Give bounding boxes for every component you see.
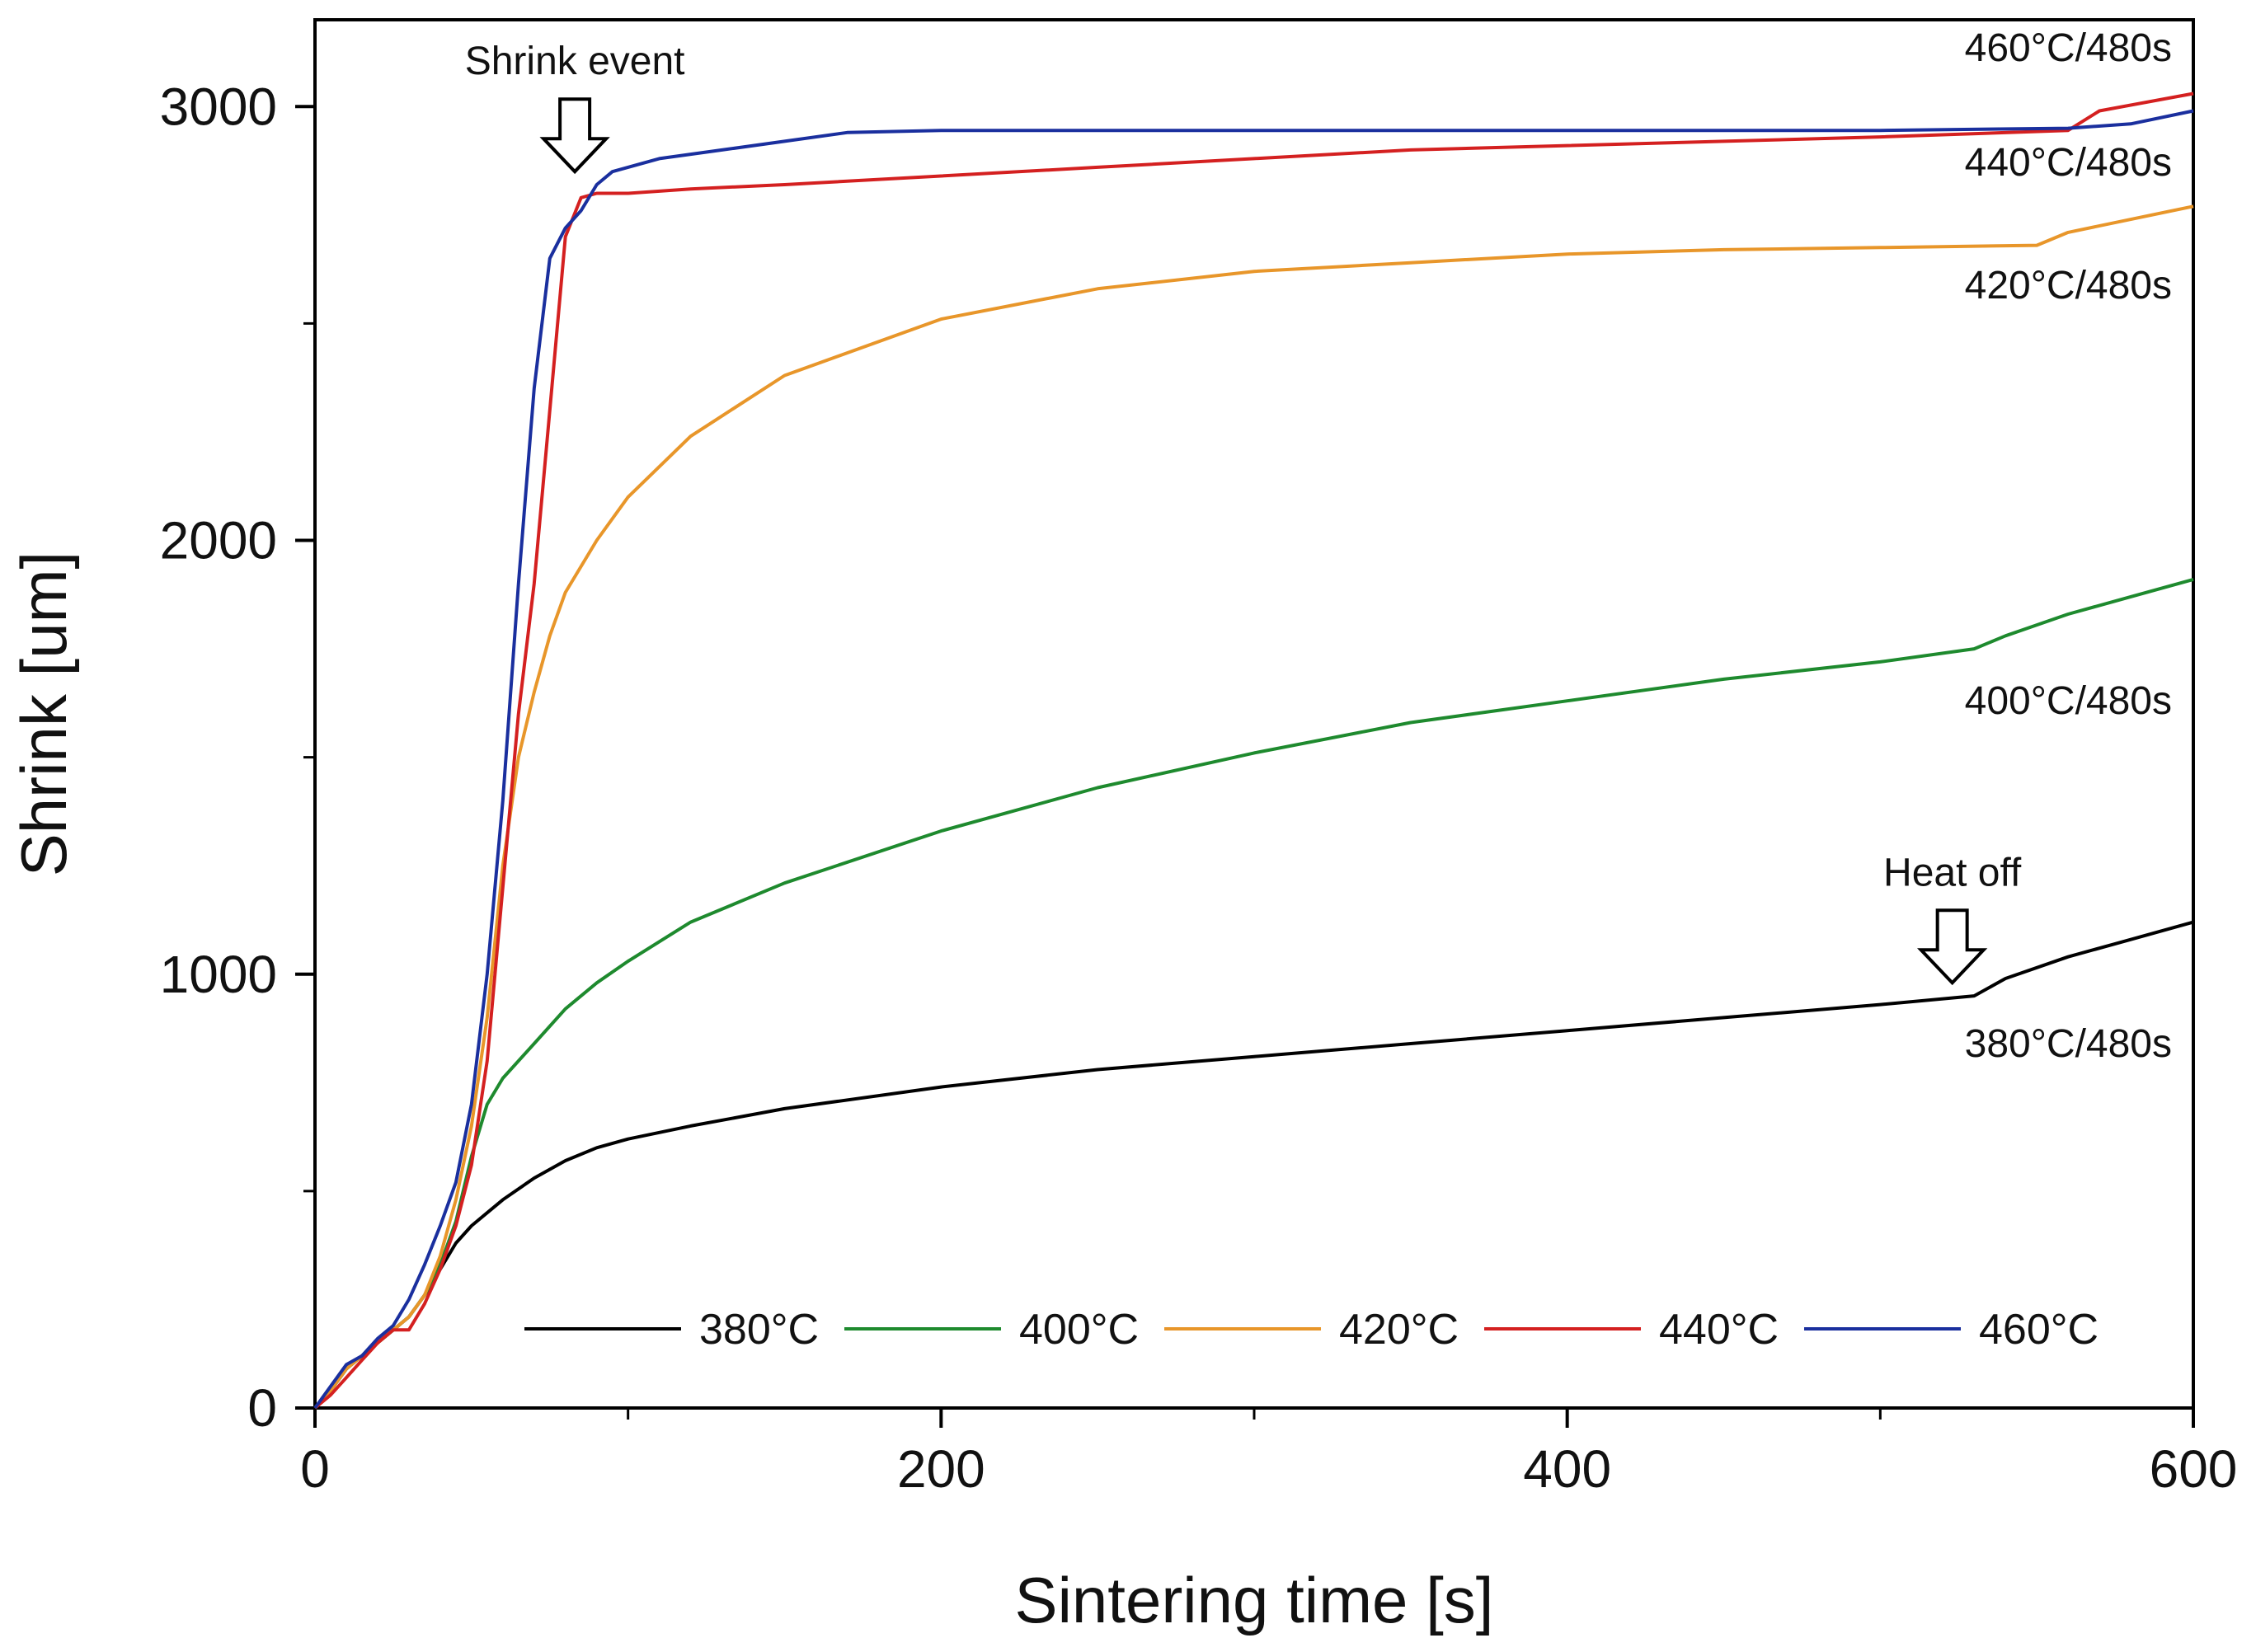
legend-label-380: 380°C bbox=[699, 1306, 819, 1354]
legend: 380°C 400°C 420°C 440°C 460°C bbox=[524, 1306, 2099, 1354]
series-end-label-400: 400°C/480s bbox=[1965, 679, 2172, 723]
x-tick-label-0: 0 bbox=[300, 1439, 330, 1499]
series-layer bbox=[313, 92, 2194, 1410]
series-end-label-420: 420°C/480s bbox=[1965, 264, 2172, 307]
tick-labels: 0 200 400 600 0 1000 2000 3000 bbox=[160, 77, 2238, 1499]
shrink-event-label: Shrink event bbox=[465, 40, 685, 83]
series-end-label-380: 380°C/480s bbox=[1965, 1022, 2172, 1066]
y-tick-label-0: 0 bbox=[247, 1378, 277, 1438]
x-tick-label-600: 600 bbox=[2150, 1439, 2238, 1499]
shrink-event-arrow-icon bbox=[539, 97, 610, 175]
axis-ticks bbox=[295, 105, 2195, 1428]
annotations: Shrink event Heat off bbox=[465, 40, 2022, 986]
series-end-label-460: 460°C/480s bbox=[1965, 26, 2172, 70]
series-line-380 bbox=[313, 920, 2194, 1410]
y-tick-label-3000: 3000 bbox=[160, 77, 277, 136]
legend-label-400: 400°C bbox=[1019, 1306, 1139, 1354]
series-line-440 bbox=[313, 92, 2194, 1410]
legend-label-420: 420°C bbox=[1339, 1306, 1459, 1354]
series-line-420 bbox=[313, 204, 2194, 1410]
y-axis-title: Shrink [um] bbox=[7, 551, 80, 876]
plot-frame bbox=[313, 18, 2195, 1410]
x-tick-label-200: 200 bbox=[897, 1439, 985, 1499]
series-end-label-440: 440°C/480s bbox=[1965, 141, 2172, 185]
legend-label-460: 460°C bbox=[1979, 1306, 2099, 1354]
y-tick-label-2000: 2000 bbox=[160, 511, 277, 570]
x-tick-label-400: 400 bbox=[1523, 1439, 1611, 1499]
heat-off-arrow-icon bbox=[1917, 908, 1988, 986]
heat-off-label: Heat off bbox=[1883, 851, 2022, 894]
series-end-labels: 380°C/480s 400°C/480s 420°C/480s 440°C/480s… bbox=[1965, 26, 2172, 1066]
legend-label-440: 440°C bbox=[1659, 1306, 1779, 1354]
plot-area bbox=[313, 18, 2195, 1410]
y-tick-label-1000: 1000 bbox=[160, 945, 277, 1004]
series-line-460 bbox=[313, 109, 2194, 1410]
series-line-400 bbox=[313, 577, 2194, 1410]
x-axis-title: Sintering time [s] bbox=[1015, 1564, 1494, 1636]
